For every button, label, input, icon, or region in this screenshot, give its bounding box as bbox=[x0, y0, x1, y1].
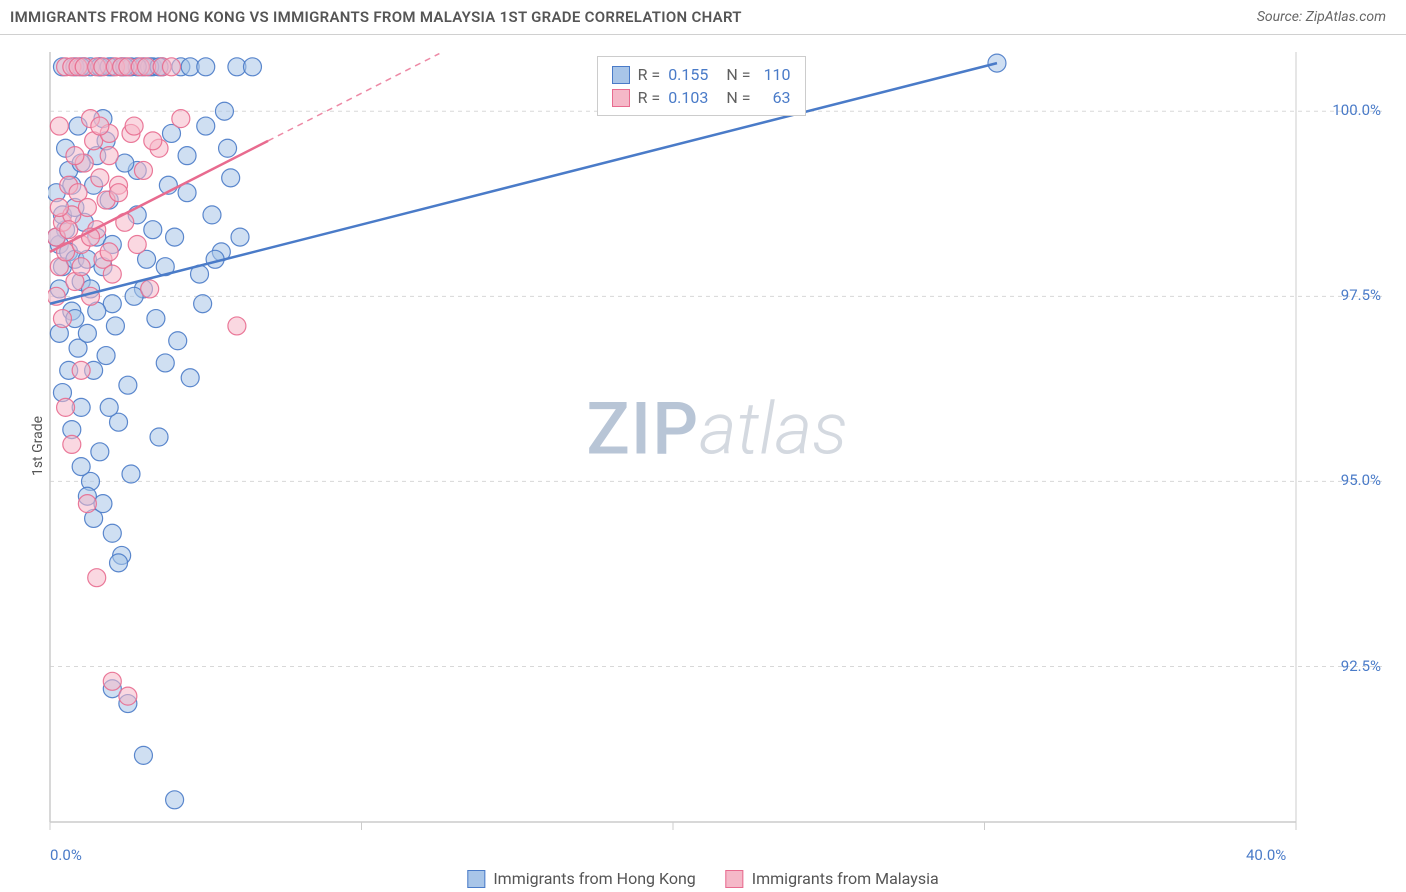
n-label: N = bbox=[726, 65, 750, 84]
r-value: 0.155 bbox=[668, 65, 708, 84]
chart-title: IMMIGRANTS FROM HONG KONG VS IMMIGRANTS … bbox=[10, 8, 742, 26]
legend-item: Immigrants from Hong Kong bbox=[467, 869, 695, 888]
legend-row: R = 0.155 N = 110 bbox=[612, 63, 791, 86]
legend-item: Immigrants from Malaysia bbox=[726, 869, 939, 888]
n-value: 63 bbox=[759, 88, 791, 107]
y-tick-label: 100.0% bbox=[1332, 101, 1381, 119]
x-tick-label: 40.0% bbox=[1246, 846, 1286, 864]
y-tick-label: 95.0% bbox=[1341, 471, 1381, 489]
y-tick-label: 92.5% bbox=[1341, 657, 1381, 675]
scatter-plot bbox=[48, 48, 1386, 842]
legend-swatch bbox=[726, 870, 744, 888]
r-label: R = bbox=[638, 65, 661, 84]
y-tick-label: 97.5% bbox=[1341, 286, 1381, 304]
legend-label: Immigrants from Hong Kong bbox=[493, 869, 695, 888]
legend-swatch bbox=[467, 870, 485, 888]
legend-swatch bbox=[612, 89, 630, 107]
chart-source: Source: ZipAtlas.com bbox=[1257, 9, 1386, 25]
series-legend: Immigrants from Hong Kong Immigrants from… bbox=[467, 869, 938, 888]
x-tick-label: 0.0% bbox=[50, 846, 82, 864]
legend-label: Immigrants from Malaysia bbox=[752, 869, 939, 888]
n-value: 110 bbox=[759, 65, 791, 84]
y-axis-label: 1st Grade bbox=[30, 416, 46, 476]
legend-row: R = 0.103 N = 63 bbox=[612, 86, 791, 109]
r-label: R = bbox=[638, 88, 661, 107]
legend-swatch bbox=[612, 66, 630, 84]
n-label: N = bbox=[726, 88, 750, 107]
chart-header: IMMIGRANTS FROM HONG KONG VS IMMIGRANTS … bbox=[0, 0, 1406, 35]
chart-container: ZIPatlas R =0.155N =110R =0.103N =63 bbox=[48, 48, 1386, 842]
correlation-legend: R = 0.155 N = 110 R = 0.103 N = 63 bbox=[597, 56, 806, 116]
r-value: 0.103 bbox=[668, 88, 708, 107]
